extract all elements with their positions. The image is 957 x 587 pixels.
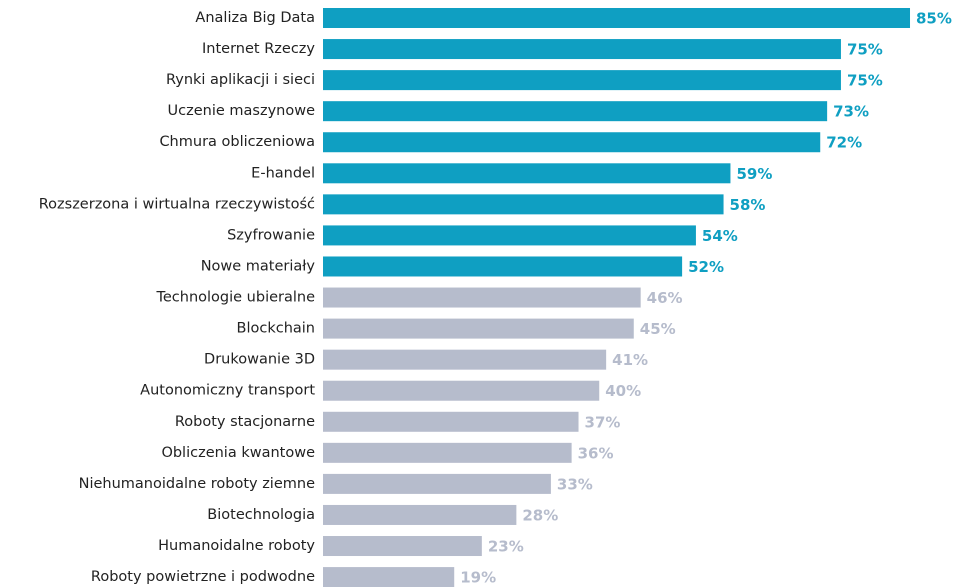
bar — [323, 318, 634, 339]
bar — [323, 504, 517, 525]
value-label: 37% — [585, 413, 621, 431]
category-label: Uczenie maszynowe — [168, 103, 316, 119]
value-label: 85% — [916, 10, 952, 28]
value-label: 72% — [826, 134, 862, 152]
value-label: 41% — [612, 351, 648, 369]
bar — [323, 8, 911, 28]
bar — [323, 39, 841, 60]
category-label: Niehumanoidalne roboty ziemne — [79, 476, 315, 492]
value-label: 45% — [640, 320, 676, 338]
bar — [323, 380, 600, 401]
value-label: 28% — [522, 506, 558, 524]
value-label: 19% — [460, 569, 496, 587]
bar — [323, 132, 821, 153]
bar — [323, 256, 683, 277]
value-label: 52% — [688, 258, 724, 276]
bar — [323, 225, 696, 246]
value-label: 59% — [736, 165, 772, 183]
category-label: Autonomiczny transport — [140, 383, 315, 399]
category-label: Blockchain — [237, 321, 315, 337]
value-label: 40% — [605, 382, 641, 400]
value-label: 54% — [702, 227, 738, 245]
category-label: Technologie ubieralne — [155, 290, 315, 306]
bar — [323, 349, 607, 370]
category-label: Rynki aplikacji i sieci — [166, 72, 315, 88]
value-label: 23% — [488, 538, 524, 556]
category-label: Szyfrowanie — [227, 227, 315, 243]
category-label: Obliczenia kwantowe — [161, 445, 315, 461]
bar — [323, 442, 572, 463]
bar — [323, 101, 828, 122]
bar — [323, 70, 841, 91]
category-label: Internet Rzeczy — [202, 41, 315, 57]
category-label: Humanoidalne roboty — [158, 538, 315, 554]
bar — [323, 536, 482, 557]
value-label: 75% — [847, 72, 883, 90]
category-label: Chmura obliczeniowa — [159, 134, 315, 150]
bar — [323, 194, 724, 215]
value-label: 33% — [557, 475, 593, 493]
value-label: 75% — [847, 41, 883, 59]
category-label: Analiza Big Data — [195, 10, 315, 26]
category-label: Biotechnologia — [207, 507, 315, 523]
category-label: Nowe materiały — [201, 258, 316, 274]
bar — [323, 473, 551, 494]
value-label: 46% — [647, 289, 683, 307]
bar — [323, 411, 579, 432]
category-label: Roboty stacjonarne — [175, 414, 315, 430]
value-label: 58% — [730, 196, 766, 214]
category-label: Drukowanie 3D — [204, 352, 315, 368]
value-label: 36% — [578, 444, 614, 462]
category-label: E-handel — [251, 165, 315, 181]
bar — [323, 163, 731, 184]
value-label: 73% — [833, 103, 869, 121]
category-label: Roboty powietrzne i podwodne — [91, 569, 315, 585]
bar — [323, 567, 455, 587]
bar — [323, 287, 641, 308]
category-label: Rozszerzona i wirtualna rzeczywistość — [39, 196, 315, 212]
